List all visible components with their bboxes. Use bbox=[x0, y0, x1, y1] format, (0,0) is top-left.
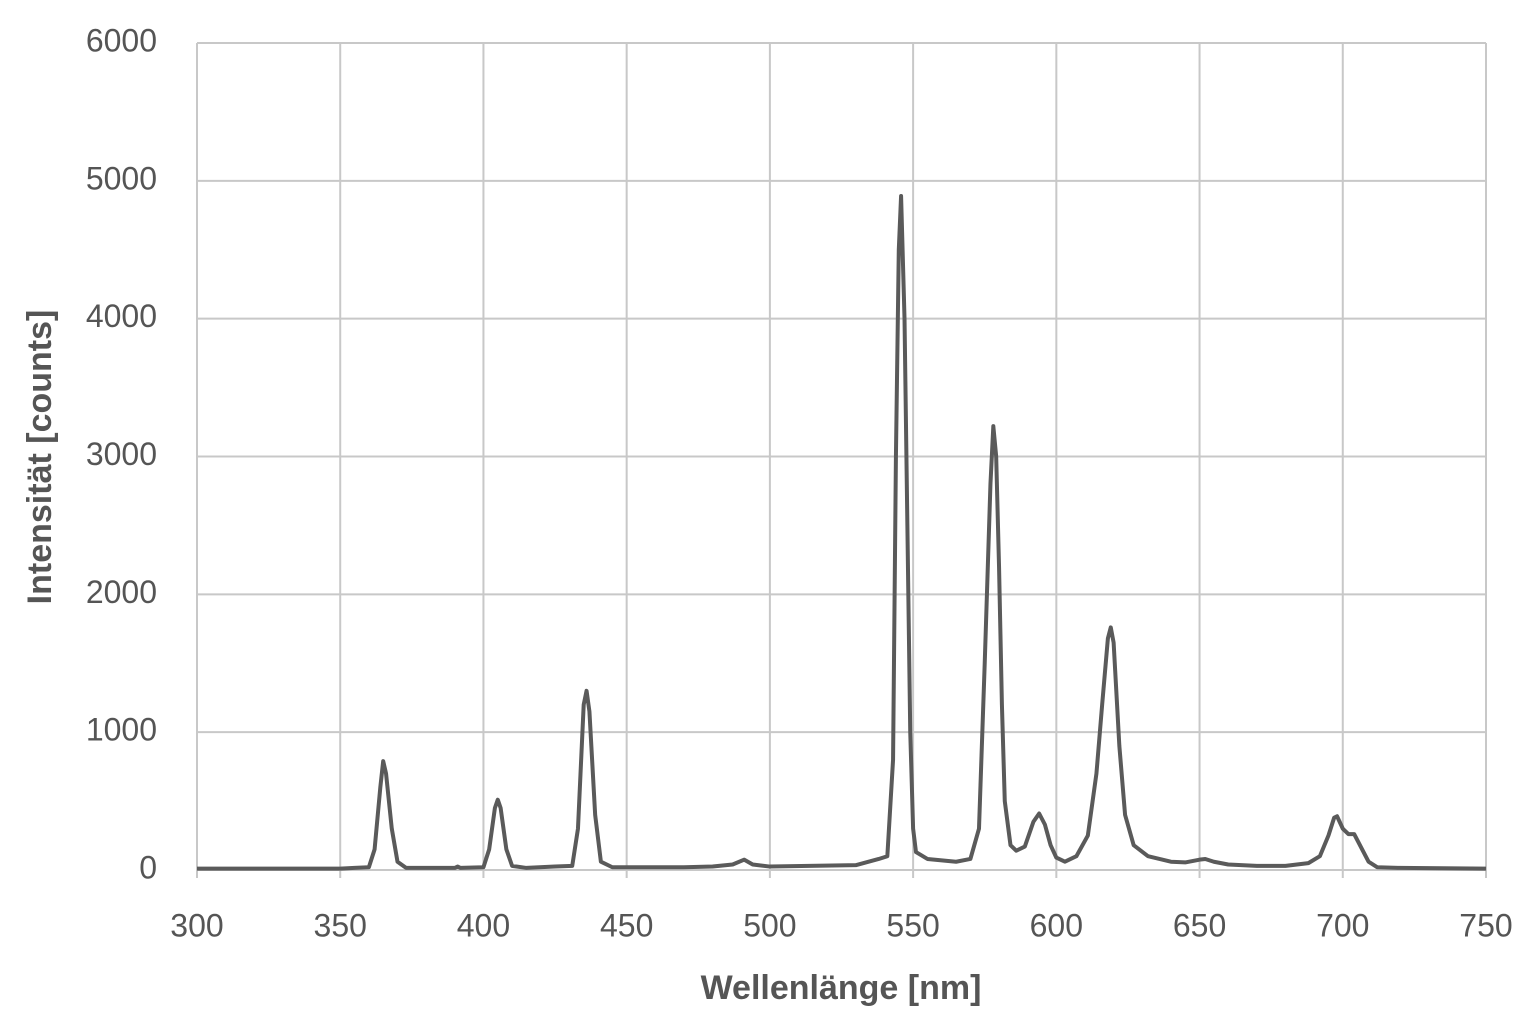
y-axis-title: Intensität [counts] bbox=[21, 310, 59, 605]
x-tick-label: 450 bbox=[600, 907, 653, 943]
y-tick-label: 2000 bbox=[86, 574, 157, 610]
x-axis-title: Wellenlänge [nm] bbox=[701, 969, 982, 1007]
x-tick-label: 550 bbox=[886, 907, 939, 943]
x-tick-label: 600 bbox=[1030, 907, 1083, 943]
y-tick-label: 0 bbox=[139, 849, 157, 885]
x-tick-label: 400 bbox=[457, 907, 510, 943]
x-tick-label: 650 bbox=[1173, 907, 1226, 943]
spectrum-line bbox=[197, 194, 1487, 871]
y-tick-label: 6000 bbox=[86, 22, 157, 58]
x-tick-label: 750 bbox=[1459, 907, 1512, 943]
y-tick-label: 4000 bbox=[86, 298, 157, 334]
y-tick-label: 1000 bbox=[86, 712, 157, 748]
x-tick-label: 350 bbox=[314, 907, 367, 943]
y-tick-label: 5000 bbox=[86, 160, 157, 196]
x-tick-label: 300 bbox=[170, 907, 223, 943]
x-tick-label: 500 bbox=[743, 907, 796, 943]
x-tick-label: 700 bbox=[1316, 907, 1369, 943]
y-tick-label: 3000 bbox=[86, 436, 157, 472]
